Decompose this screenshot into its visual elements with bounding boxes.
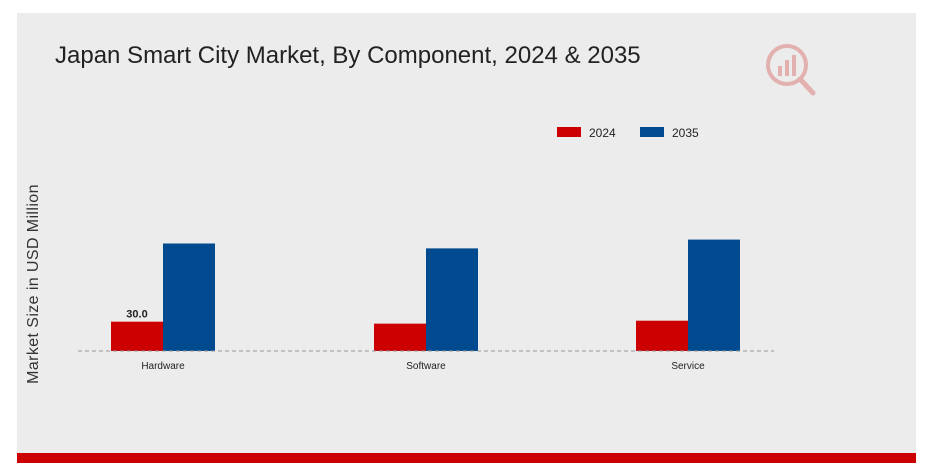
legend-label-2035: 2035 (672, 126, 699, 140)
bar-2035-service (688, 239, 740, 351)
x-tick-label-hardware: Hardware (141, 361, 185, 372)
x-tick-labels: Hardware Software Service (141, 361, 705, 372)
analytics-logo-icon (766, 44, 816, 96)
legend-swatch-2024 (557, 127, 581, 137)
legend-swatch-2035 (640, 127, 664, 137)
bar-2035-hardware (163, 243, 215, 351)
chart-title: Japan Smart City Market, By Component, 2… (55, 42, 641, 69)
data-label-2024-hardware: 30.0 (126, 309, 147, 321)
chart-panel (17, 13, 916, 453)
legend-label-2024: 2024 (589, 126, 616, 140)
brand-bottom-bar (17, 453, 916, 463)
legend: 2024 2035 (557, 126, 699, 140)
bar-2024-hardware (111, 321, 163, 351)
bar-2024-software (374, 323, 426, 351)
bars (111, 239, 740, 351)
data-labels: 30.0 (126, 309, 147, 321)
x-tick-label-service: Service (671, 361, 705, 372)
x-tick-label-software: Software (406, 361, 446, 372)
bar-2035-software (426, 248, 478, 351)
bar-2024-service (636, 320, 688, 351)
